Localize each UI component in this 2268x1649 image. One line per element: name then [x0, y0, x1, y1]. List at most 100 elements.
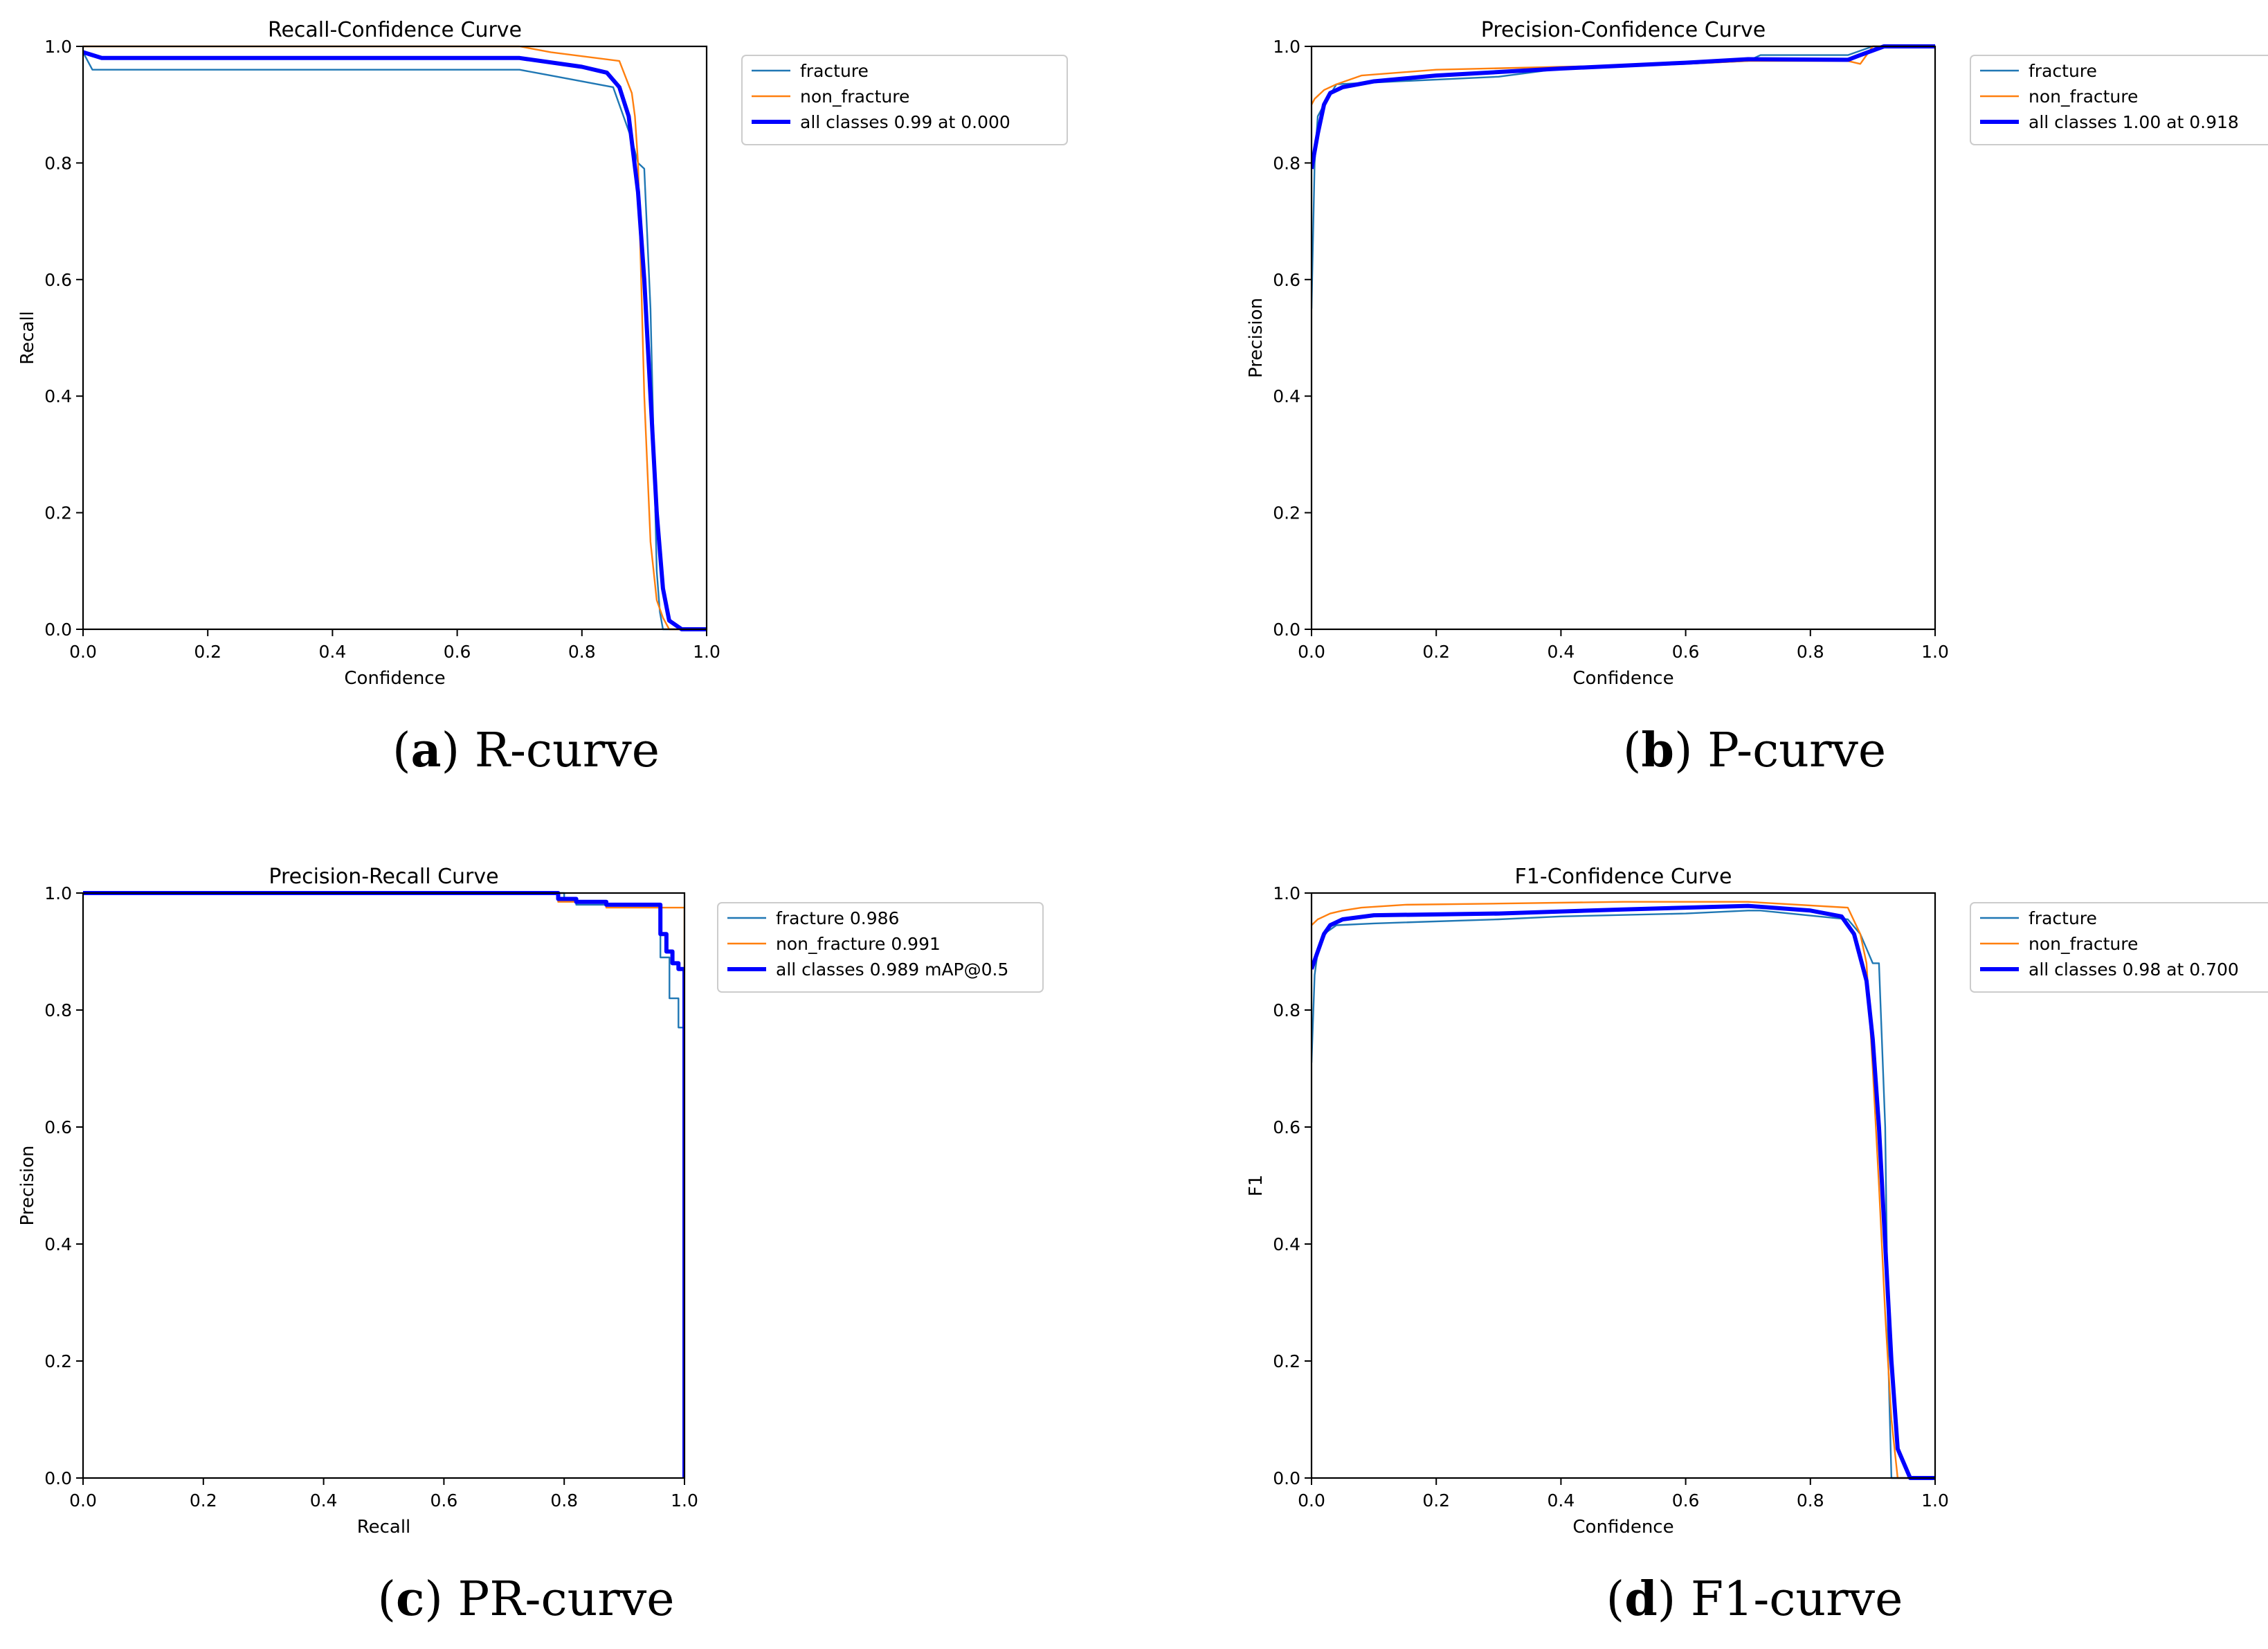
caption-text: ) PR-curve	[424, 1572, 675, 1627]
x-tick-label: 0.0	[1298, 1490, 1325, 1511]
y-tick-label: 0.8	[1273, 1000, 1300, 1020]
axes-frame	[1310, 45, 1936, 631]
x-tick-label: 0.8	[1797, 1490, 1824, 1511]
caption-text: ) F1-curve	[1657, 1572, 1903, 1627]
x-tick-label: 0.8	[550, 1490, 578, 1511]
legend-label: all classes 0.989 mAP@0.5	[776, 959, 1008, 980]
y-tick-label: 0.4	[1273, 1234, 1300, 1254]
x-tick-label: 1.0	[693, 642, 720, 662]
x-tick-label: 0.2	[190, 1490, 217, 1511]
chart-title: F1-Confidence Curve	[1515, 865, 1732, 889]
y-axis-label: F1	[1246, 1175, 1267, 1197]
caption-letter: d	[1624, 1571, 1658, 1627]
panel-caption: (a) R-curve	[392, 723, 660, 778]
series-line-1	[1312, 901, 1935, 1479]
y-tick-label: 0.2	[1273, 503, 1300, 523]
x-tick-label: 1.0	[1921, 642, 1949, 662]
caption-letter: a	[410, 723, 442, 778]
x-tick-label: 0.8	[1797, 642, 1824, 662]
series-line-2	[83, 50, 707, 631]
legend-label: non_fracture	[2029, 934, 2138, 954]
series-line-0	[1312, 45, 1935, 309]
legend-box	[717, 902, 1044, 993]
y-tick-label: 0.2	[44, 503, 72, 523]
x-tick-label: 0.2	[1422, 642, 1450, 662]
legend-label: fracture	[800, 61, 869, 81]
legend-label: all classes 1.00 at 0.918	[2029, 112, 2239, 132]
y-tick-label: 0.6	[44, 1117, 72, 1137]
x-tick-label: 0.2	[1422, 1490, 1450, 1511]
chart-panel-0: 0.0 0.2 0.4 0.6 0.8 1.0 0.0 0.2 0.4 0.6 0.8 1.0 Reca…	[17, 18, 1068, 689]
y-tick-label: 0.2	[44, 1351, 72, 1371]
y-tick-label: 0.0	[44, 1468, 72, 1488]
y-tick-label: 0.0	[1273, 620, 1300, 640]
series-line-0	[83, 51, 707, 631]
legend-label: fracture	[2029, 61, 2097, 81]
legend-label: non_fracture 0.991	[776, 934, 941, 954]
legend-box	[741, 55, 1068, 145]
legend-box	[1970, 55, 2268, 145]
y-tick-label: 0.6	[1273, 270, 1300, 290]
x-tick-label: 0.6	[1672, 642, 1700, 662]
series-line-0	[83, 892, 684, 1478]
y-tick-label: 0.6	[44, 270, 72, 290]
x-tick-label: 1.0	[671, 1490, 698, 1511]
x-axis-label: Confidence	[1572, 668, 1673, 689]
x-axis-label: Confidence	[344, 668, 445, 689]
chart-title: Precision-Recall Curve	[269, 865, 498, 889]
x-tick-label: 0.4	[1548, 642, 1575, 662]
legend-label: all classes 0.98 at 0.700	[2029, 959, 2239, 980]
y-tick-label: 0.0	[1273, 1468, 1300, 1488]
y-axis-label: Precision	[17, 1145, 38, 1225]
caption-text: ) R-curve	[441, 723, 660, 778]
x-tick-label: 0.6	[430, 1490, 458, 1511]
y-tick-label: 1.0	[44, 883, 72, 903]
x-tick-label: 0.0	[69, 642, 97, 662]
panel-caption: (d) F1-curve	[1606, 1571, 1903, 1627]
x-tick-label: 0.0	[1298, 642, 1325, 662]
chart-title: Precision-Confidence Curve	[1481, 18, 1766, 42]
x-axis-label: Confidence	[1572, 1517, 1673, 1538]
chart-panel-3: 0.0 0.2 0.4 0.6 0.8 1.0 0.0 0.2 0.4 0.6 0.8 1.0 F1-C…	[1246, 865, 2268, 1538]
panel-caption: (b) P-curve	[1622, 723, 1887, 778]
x-tick-label: 1.0	[1921, 1490, 1949, 1511]
y-tick-label: 0.4	[1273, 386, 1300, 406]
x-axis-label: Recall	[357, 1517, 411, 1538]
chart-panel-2: 0.0 0.2 0.4 0.6 0.8 1.0 0.0 0.2 0.4 0.6 0.8 1.0 Prec…	[17, 865, 1044, 1538]
y-tick-label: 0.6	[1273, 1117, 1300, 1137]
y-tick-label: 1.0	[44, 37, 72, 57]
axes-frame	[82, 45, 708, 631]
y-tick-label: 0.0	[44, 620, 72, 640]
y-tick-label: 1.0	[1273, 883, 1300, 903]
caption-letter: c	[396, 1571, 425, 1627]
y-tick-label: 0.4	[44, 386, 72, 406]
legend-label: non_fracture	[800, 87, 909, 107]
y-tick-label: 0.8	[1273, 153, 1300, 173]
y-tick-label: 0.8	[44, 1000, 72, 1020]
axes-frame	[1310, 892, 1936, 1479]
y-tick-label: 1.0	[1273, 37, 1300, 57]
chart-title: Recall-Confidence Curve	[268, 18, 522, 42]
legend-label: all classes 0.99 at 0.000	[800, 112, 1010, 132]
x-tick-label: 0.8	[568, 642, 596, 662]
y-tick-label: 0.2	[1273, 1351, 1300, 1371]
y-axis-label: Recall	[17, 311, 38, 365]
legend-label: non_fracture	[2029, 87, 2138, 107]
x-tick-label: 0.6	[444, 642, 471, 662]
y-tick-label: 0.8	[44, 153, 72, 173]
caption-text: ) P-curve	[1673, 723, 1887, 778]
series-line-1	[83, 892, 684, 1478]
series-line-2	[1312, 44, 1935, 170]
series-line-1	[83, 45, 707, 631]
x-tick-label: 0.6	[1672, 1490, 1700, 1511]
y-tick-label: 0.4	[44, 1234, 72, 1254]
panel-caption: (c) PR-curve	[377, 1571, 675, 1627]
x-tick-label: 0.4	[319, 642, 347, 662]
series-line-2	[83, 891, 684, 1478]
legend-label: fracture	[2029, 908, 2097, 928]
series-line-0	[1312, 910, 1935, 1479]
legend-label: fracture 0.986	[776, 908, 899, 928]
axes-frame	[82, 892, 686, 1479]
x-tick-label: 0.4	[310, 1490, 338, 1511]
x-tick-label: 0.0	[69, 1490, 97, 1511]
